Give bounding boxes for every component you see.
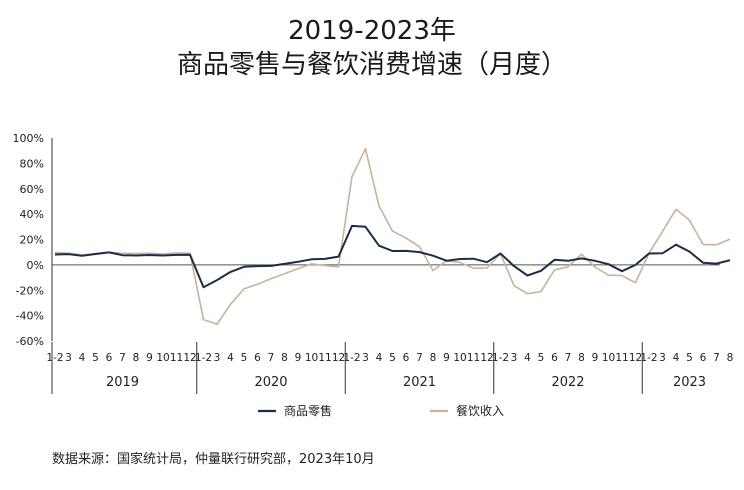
y-tick-label: -40% — [16, 310, 44, 323]
x-tick-label: 3 — [362, 352, 369, 364]
y-tick-label: 0% — [27, 259, 44, 272]
x-tick-label: 9 — [443, 352, 450, 364]
x-tick-label: 9 — [295, 352, 302, 364]
legend-label: 商品零售 — [284, 403, 332, 418]
year-label: 2019 — [106, 375, 139, 390]
x-tick-label: 10 — [453, 352, 466, 364]
year-label: 2021 — [403, 375, 436, 390]
x-tick-label: 1-2 — [640, 352, 657, 364]
x-tick-label: 4 — [79, 352, 86, 364]
x-tick-label: 7 — [119, 352, 126, 364]
y-tick-label: -20% — [16, 284, 44, 297]
y-tick-label: -60% — [16, 335, 44, 348]
x-tick-label: 4 — [227, 352, 234, 364]
x-tick-label: 12 — [332, 352, 345, 364]
x-tick-label: 5 — [389, 352, 396, 364]
x-tick-label: 5 — [92, 352, 99, 364]
x-tick-label: 5 — [686, 352, 693, 364]
y-tick-label: 80% — [20, 157, 44, 170]
x-tick-label: 12 — [183, 352, 196, 364]
x-tick-label: 1-2 — [195, 352, 212, 364]
series-line-0 — [54, 224, 731, 289]
x-tick-label: 5 — [538, 352, 545, 364]
x-tick-label: 9 — [146, 352, 153, 364]
x-tick-label: 8 — [430, 352, 437, 364]
x-tick-label: 4 — [673, 352, 680, 364]
x-tick-label: 7 — [713, 352, 720, 364]
x-tick-label: 3 — [659, 352, 666, 364]
y-tick-label: 100% — [13, 132, 44, 145]
x-tick-label: 8 — [578, 352, 585, 364]
x-tick-label: 10 — [305, 352, 318, 364]
x-tick-label: 3 — [65, 352, 72, 364]
x-tick-label: 11 — [615, 352, 628, 364]
source-note: 数据来源：国家统计局，仲量联行研究部，2023年10月 — [52, 452, 375, 467]
x-tick-label: 3 — [511, 352, 518, 364]
x-tick-label: 7 — [416, 352, 423, 364]
x-tick-label: 12 — [480, 352, 493, 364]
x-tick-label: 6 — [254, 352, 261, 364]
year-label: 2023 — [673, 375, 706, 390]
x-tick-label: 8 — [281, 352, 288, 364]
x-tick-label: 11 — [318, 352, 331, 364]
x-tick-label: 7 — [268, 352, 275, 364]
x-tick-label: 4 — [524, 352, 531, 364]
x-tick-label: 7 — [565, 352, 572, 364]
legend-label: 餐饮收入 — [456, 403, 504, 418]
x-tick-label: 6 — [700, 352, 707, 364]
x-tick-label: 8 — [727, 352, 734, 364]
chart-subtitle: 商品零售与餐饮消费增速（月度） — [176, 50, 567, 80]
x-tick-label: 9 — [592, 352, 599, 364]
x-tick-label: 1-2 — [46, 352, 63, 364]
x-tick-label: 10 — [602, 352, 615, 364]
year-label: 2020 — [254, 375, 287, 390]
y-tick-label: 20% — [20, 234, 44, 247]
x-tick-label: 10 — [156, 352, 169, 364]
x-tick-label: 11 — [170, 352, 183, 364]
x-tick-label: 12 — [629, 352, 642, 364]
x-tick-label: 11 — [467, 352, 480, 364]
x-tick-label: 6 — [551, 352, 558, 364]
x-tick-label: 6 — [403, 352, 410, 364]
x-tick-label: 3 — [214, 352, 221, 364]
x-tick-label: 6 — [106, 352, 113, 364]
x-tick-label: 5 — [241, 352, 248, 364]
line-chart: 100%80%60%40%20%0%-20%-40%-60%1-2 3 4 5 6 7 8 9… — [13, 132, 734, 418]
y-tick-label: 40% — [20, 208, 44, 221]
x-tick-label: 1-2 — [343, 352, 360, 364]
year-label: 2022 — [551, 375, 584, 390]
chart-title: 2019-2023年 — [288, 16, 456, 46]
x-tick-label: 1-2 — [492, 352, 509, 364]
x-tick-label: 8 — [133, 352, 140, 364]
y-tick-label: 60% — [20, 183, 44, 196]
series-line-1 — [54, 147, 731, 326]
x-tick-label: 4 — [376, 352, 383, 364]
